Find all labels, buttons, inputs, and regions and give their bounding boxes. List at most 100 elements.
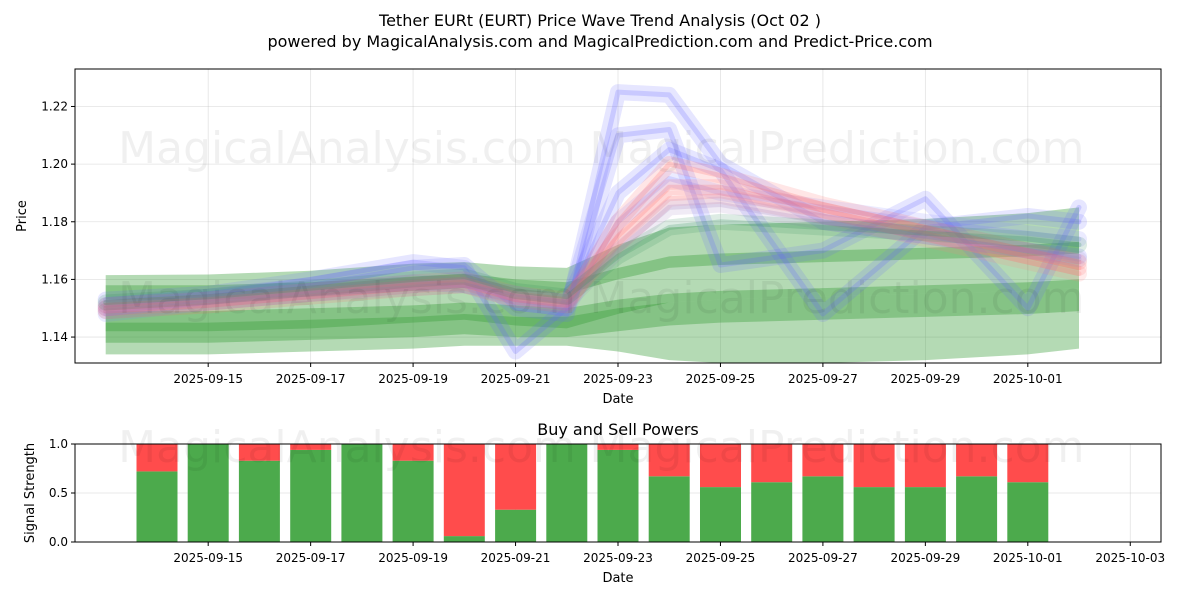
signal-chart-title: Buy and Sell Powers xyxy=(537,420,699,439)
price-plot-area xyxy=(75,69,1161,363)
signal-watermark-1: MagicalAnalysis.com xyxy=(118,422,576,473)
sell-bar-12 xyxy=(751,444,793,483)
sell-bar-5 xyxy=(392,444,434,461)
sell-bar-10 xyxy=(648,444,690,477)
signal-watermark-2: MagicalPrediction.com xyxy=(590,422,1085,473)
price-wave-line-7 xyxy=(103,202,1082,314)
buy-bar-15 xyxy=(904,487,946,542)
signal-x-tick-label-8: 2025-10-01 xyxy=(993,551,1063,565)
buy-bar-1 xyxy=(187,444,229,542)
buy-bar-13 xyxy=(802,476,844,542)
price-wave-glow-6 xyxy=(97,187,1087,314)
price-x-tick-label-6: 2025-09-27 xyxy=(788,372,858,386)
sell-bar-0 xyxy=(136,444,178,472)
buy-bar-10 xyxy=(648,476,690,542)
figure-title: Tether EURt (EURT) Price Wave Trend Anal… xyxy=(378,11,821,30)
price-x-ticks: 2025-09-15 2025-09-17 2025-09-19 2025-09-21… xyxy=(173,363,1063,386)
signal-x-tick-label-3: 2025-09-21 xyxy=(481,551,551,565)
signal-x-ticks: 2025-09-15 2025-09-17 2025-09-19 2025-09-21… xyxy=(173,542,1165,565)
price-chart: MagicalAnalysis.com MagicalPrediction.co… xyxy=(15,68,1162,407)
signal-x-tick-label-2: 2025-09-19 xyxy=(378,551,448,565)
price-wave-glow-5 xyxy=(97,179,1087,317)
signal-y-axis-label: Signal Strength xyxy=(23,443,38,543)
sell-bar-14 xyxy=(853,444,895,488)
sell-bar-9 xyxy=(597,444,639,450)
signal-x-tick-label-0: 2025-09-15 xyxy=(173,551,243,565)
price-x-tick-label-7: 2025-09-29 xyxy=(890,372,960,386)
buy-bar-16 xyxy=(956,476,998,542)
price-wave-glow-8 xyxy=(97,213,1087,311)
sell-bar-2 xyxy=(238,444,280,461)
signal-bars xyxy=(136,444,1049,542)
buy-bar-2 xyxy=(238,460,280,542)
price-green-bands xyxy=(105,207,1079,363)
price-y-ticks: 1.14 1.16 1.18 1.20 1.22 xyxy=(41,99,75,344)
price-wave-line-5 xyxy=(103,184,1082,311)
signal-x-tick-label-5: 2025-09-25 xyxy=(686,551,756,565)
buy-bar-3 xyxy=(290,449,332,542)
signal-x-tick-label-9: 2025-10-03 xyxy=(1095,551,1165,565)
price-wave-line-8 xyxy=(103,219,1082,305)
price-watermark-1: MagicalAnalysis.com xyxy=(118,123,576,174)
signal-x-tick-label-7: 2025-09-29 xyxy=(890,551,960,565)
price-wave-glow-1 xyxy=(97,121,1087,360)
price-x-tick-label-5: 2025-09-25 xyxy=(686,372,756,386)
price-watermark-2: MagicalPrediction.com xyxy=(590,123,1085,174)
buy-bar-8 xyxy=(546,444,588,542)
sell-bar-16 xyxy=(956,444,998,477)
signal-y-ticks: 0.0 0.5 1.0 xyxy=(49,437,75,549)
buy-bar-9 xyxy=(597,449,639,542)
sell-bar-11 xyxy=(700,444,741,488)
price-green-band-1 xyxy=(105,241,1079,332)
price-wave-line-1 xyxy=(103,127,1082,354)
price-green-band-0 xyxy=(105,207,1079,300)
price-wave-glow-4 xyxy=(97,156,1087,320)
price-wave-glow-3 xyxy=(97,170,1087,322)
price-wave-glow-2 xyxy=(97,141,1087,322)
buy-bar-5 xyxy=(392,460,434,542)
price-wave-line-6 xyxy=(103,193,1082,308)
signal-x-tick-label-1: 2025-09-17 xyxy=(276,551,346,565)
buy-bar-17 xyxy=(1007,482,1049,542)
sell-bar-3 xyxy=(290,444,332,450)
price-y-tick-label-2: 1.18 xyxy=(41,215,68,229)
price-grid xyxy=(75,69,1161,363)
price-wave-glow-7 xyxy=(97,196,1087,320)
price-wave-line-4 xyxy=(103,161,1082,314)
price-y-tick-label-0: 1.14 xyxy=(41,330,68,344)
price-y-tick-label-4: 1.22 xyxy=(41,99,68,113)
price-y-tick-label-3: 1.20 xyxy=(41,157,68,171)
price-x-tick-label-0: 2025-09-15 xyxy=(173,372,243,386)
signal-y-tick-label-2: 1.0 xyxy=(49,437,68,451)
figure-subtitle: powered by MagicalAnalysis.com and Magic… xyxy=(267,32,932,51)
price-green-band-3 xyxy=(105,288,1079,363)
price-y-tick-label-1: 1.16 xyxy=(41,272,68,286)
price-x-axis-label: Date xyxy=(602,392,633,407)
buy-bar-12 xyxy=(751,482,793,542)
price-x-tick-label-3: 2025-09-21 xyxy=(481,372,551,386)
signal-x-tick-label-6: 2025-09-27 xyxy=(788,551,858,565)
buy-bar-14 xyxy=(853,487,895,542)
price-green-band-2 xyxy=(105,279,1079,343)
price-wave-line-2 xyxy=(103,147,1082,317)
sell-bar-6 xyxy=(443,444,485,537)
sell-bar-15 xyxy=(904,444,946,488)
price-wave-glow-0 xyxy=(97,84,1087,322)
signal-x-tick-label-4: 2025-09-23 xyxy=(583,551,653,565)
price-x-tick-label-8: 2025-10-01 xyxy=(993,372,1063,386)
sell-bar-17 xyxy=(1007,444,1049,483)
signal-chart: Buy and Sell Powers MagicalAnalysis.com … xyxy=(23,420,1165,586)
signal-y-tick-label-0: 0.0 xyxy=(49,535,68,549)
sell-bar-7 xyxy=(495,444,537,510)
sell-bar-13 xyxy=(802,444,844,477)
buy-bar-11 xyxy=(700,487,741,542)
price-x-tick-label-4: 2025-09-23 xyxy=(583,372,653,386)
buy-bar-6 xyxy=(443,536,485,542)
price-wave-line-3 xyxy=(103,176,1082,317)
price-watermark-3: MagicalAnalysis.com xyxy=(118,273,576,324)
signal-y-tick-label-1: 0.5 xyxy=(49,486,68,500)
buy-bar-7 xyxy=(495,509,537,542)
price-wave-line-0 xyxy=(103,89,1082,317)
signal-x-axis-label: Date xyxy=(602,571,633,586)
